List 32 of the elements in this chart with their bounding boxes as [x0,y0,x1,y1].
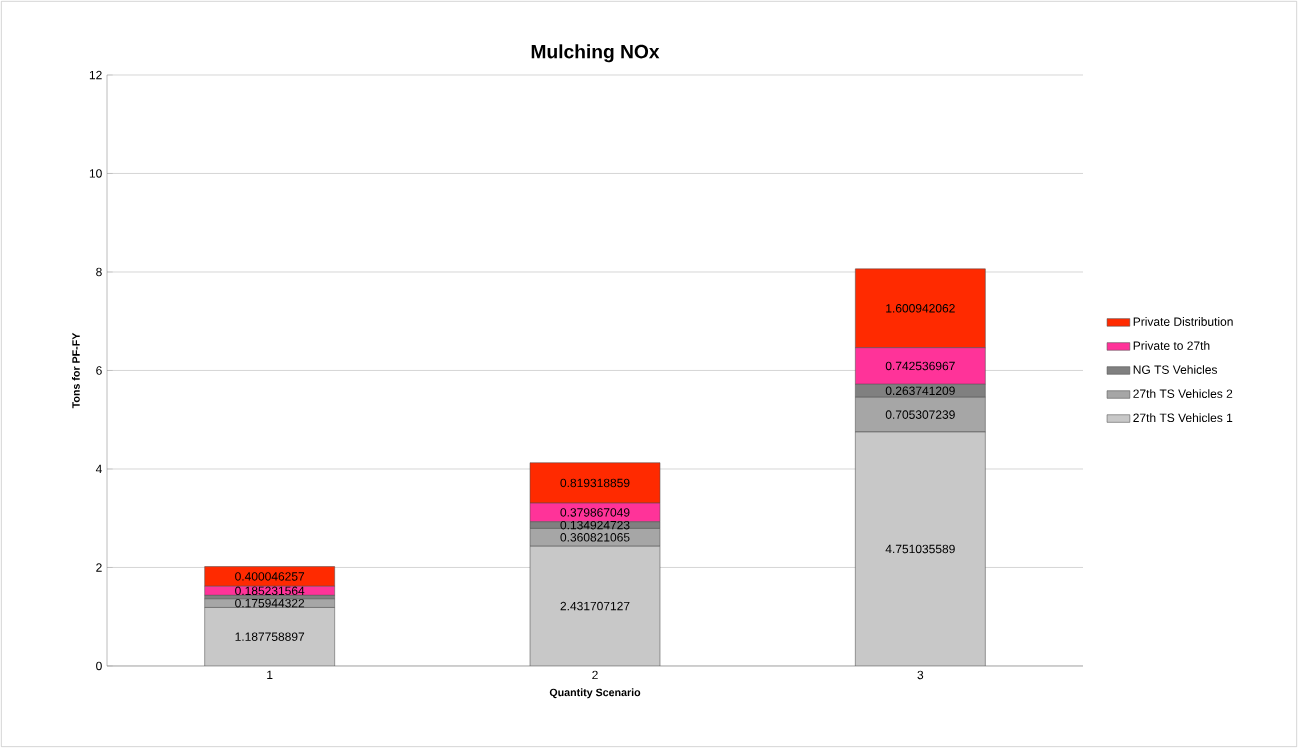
legend-label: Private to 27th [1133,341,1210,350]
data-label: 0.379867049 [560,508,630,517]
data-label: 0.400046257 [235,572,305,581]
y-tick-label: 10 [89,169,102,178]
y-tick-label: 0 [96,661,102,671]
chart-title: Mulching NOx [531,44,660,63]
data-label: 1.187758897 [235,632,305,641]
data-label: 0.705307239 [885,410,955,419]
y-tick-label: 4 [95,464,102,474]
x-tick-label: 2 [592,670,598,680]
legend-label: 27th TS Vehicles 2 [1133,389,1233,398]
data-label: 0.185231564 [235,586,305,596]
data-label: 2.431707127 [560,601,630,611]
y-tick-label: 12 [89,70,102,80]
data-label: 0.175944322 [235,598,305,608]
x-tick-label: 3 [917,670,924,680]
legend-label: 27th TS Vehicles 1 [1133,413,1233,423]
x-tick-label: 1 [267,670,273,679]
legend-label: NG TS Vehicles [1133,365,1218,374]
data-label: 0.134924723 [560,520,630,530]
data-label: 0.819318859 [560,478,630,488]
y-tick-label: 8 [96,267,102,277]
data-label: 4.751035589 [885,544,955,554]
x-axis-title: Quantity Scenario [549,688,641,699]
data-label: 0.263741209 [885,386,955,396]
data-label: 1.600942062 [886,304,955,313]
legend-label: Private Distribution [1133,317,1233,326]
y-axis-title: Tons for PF-FY [71,332,80,409]
y-tick-label: 2 [96,563,102,572]
y-tick-label: 6 [96,366,102,375]
data-label: 0.360821065 [560,533,630,542]
data-label: 0.742536967 [885,361,955,371]
